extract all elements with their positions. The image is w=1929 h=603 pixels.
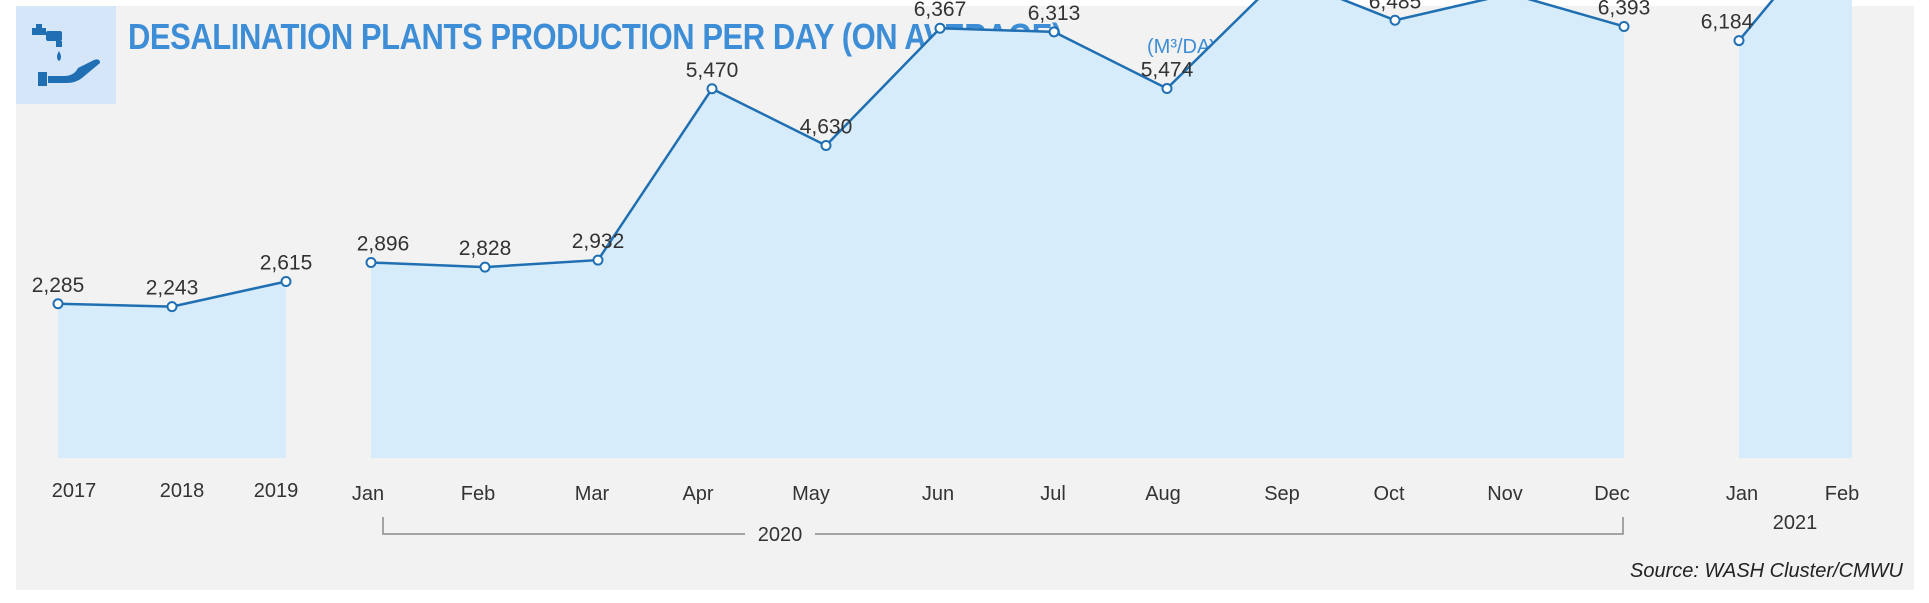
series-area [371, 0, 1624, 458]
data-label: 2,896 [357, 233, 410, 256]
data-point [365, 257, 377, 269]
series-area [1739, 0, 1852, 458]
data-label: 2,932 [572, 230, 625, 253]
data-label: 2,243 [146, 277, 199, 300]
x-tick-label: 2017 [52, 480, 97, 502]
group-label-2021: 2021 [1773, 512, 1818, 534]
data-point [1733, 35, 1745, 47]
x-tick-label: Jan [1726, 483, 1758, 505]
data-point [820, 139, 832, 151]
data-point [1048, 26, 1060, 38]
data-point [706, 83, 718, 95]
data-point [592, 254, 604, 266]
x-tick-label: Sep [1264, 483, 1300, 505]
data-point [166, 301, 178, 313]
x-tick-label: May [792, 483, 830, 505]
data-point [52, 298, 64, 310]
x-tick-label: Dec [1594, 483, 1630, 505]
x-tick-label: Jun [922, 483, 954, 505]
group-label-2020: 2020 [758, 524, 803, 546]
data-point [1389, 14, 1401, 26]
x-tick-label: 2019 [254, 480, 299, 502]
data-label: 2,828 [459, 237, 512, 260]
chart-title: DESALINATION PLANTS PRODUCTION PER DAY (… [128, 16, 1062, 57]
data-label: 2,285 [32, 274, 85, 297]
x-tick-label: Mar [575, 483, 610, 505]
data-label: 6,393 [1598, 0, 1651, 19]
x-tick-label: Jan [352, 483, 384, 505]
data-point [280, 275, 292, 287]
data-label: 4,630 [800, 115, 853, 138]
source-note: Source: WASH Cluster/CMWU [1629, 560, 1903, 582]
data-label: 6,485 [1369, 0, 1422, 13]
x-tick-label: Feb [461, 483, 495, 505]
data-point [479, 261, 491, 273]
x-tick-label: Oct [1373, 483, 1405, 505]
data-point [1618, 20, 1630, 32]
data-label: 5,470 [686, 59, 739, 82]
data-label: 6,184 [1701, 11, 1754, 34]
series-line [1738, 0, 1775, 42]
series-area [58, 281, 286, 458]
x-tick-label: Nov [1487, 483, 1523, 505]
x-tick-label: Apr [682, 483, 713, 505]
group-bracket-2020 [382, 517, 1624, 535]
data-label: 5,474 [1141, 59, 1194, 82]
x-tick-label: Jul [1040, 483, 1066, 505]
data-label: 6,367 [914, 0, 967, 21]
data-point [934, 22, 946, 34]
data-point [1161, 83, 1173, 95]
x-tick-label: Feb [1825, 483, 1859, 505]
data-label: 6,313 [1028, 2, 1081, 25]
x-tick-label: 2018 [160, 480, 205, 502]
water-tap-hand-icon [16, 6, 116, 104]
data-label: 2,615 [260, 251, 313, 274]
x-tick-label: Aug [1145, 483, 1181, 505]
series-line [370, 0, 1625, 269]
